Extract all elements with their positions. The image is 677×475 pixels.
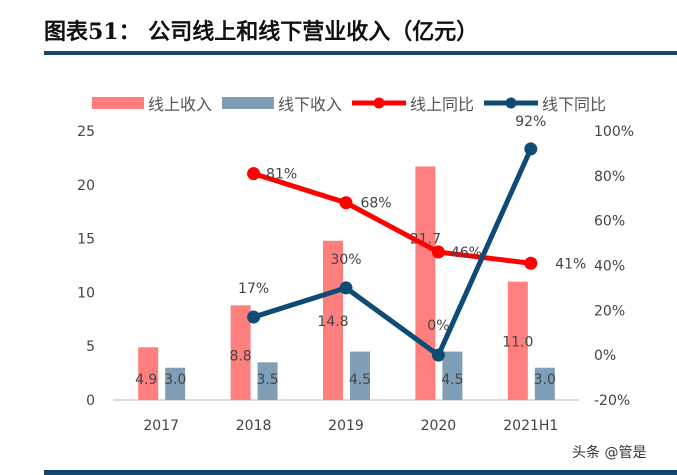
bar-data-label: 3.0 (534, 372, 556, 388)
bar-data-label: 8.8 (229, 348, 251, 364)
line-data-label: 46% (451, 245, 482, 261)
line-marker (431, 348, 445, 362)
legend-label: 线上收入 (148, 95, 212, 114)
legend-label: 线下收入 (278, 95, 342, 114)
left-axis-tick: 0 (86, 393, 95, 409)
x-axis-tick: 2021H1 (503, 418, 558, 434)
line-data-label: 30% (330, 252, 361, 268)
bar-data-label: 11.0 (502, 335, 533, 351)
line-data-label: 0% (427, 318, 449, 334)
line-offline-yoy (252, 147, 534, 358)
line-marker (524, 142, 538, 156)
bar-online (323, 240, 343, 400)
line-marker (247, 310, 261, 324)
bar-data-label: 4.9 (135, 372, 157, 388)
line-data-label: 92% (515, 114, 546, 130)
line-online-yoy (252, 171, 532, 266)
left-axis-tick: 15 (77, 232, 95, 248)
left-axis-tick: 5 (86, 339, 95, 355)
bar-data-label: 4.5 (441, 372, 463, 388)
bar-online (415, 166, 436, 400)
bar-offline (534, 367, 555, 400)
legend-marker (373, 97, 385, 109)
bar-offline (257, 362, 278, 400)
x-axis-tick: 2018 (236, 418, 272, 434)
line-data-label: 68% (360, 196, 391, 212)
bar-online (138, 347, 159, 400)
left-axis-tick: 20 (77, 178, 95, 194)
right-axis-tick: 80% (594, 169, 625, 185)
bottom-divider (44, 470, 677, 475)
x-axis-tick: 2020 (421, 418, 457, 434)
right-axis-tick: 20% (594, 303, 625, 319)
bar-offline (442, 351, 463, 400)
right-axis-tick: 100% (594, 124, 634, 140)
left-axis-tick: 10 (77, 285, 95, 301)
right-axis-tick: -20% (594, 393, 630, 409)
line-marker (339, 196, 353, 210)
bar-online (507, 281, 528, 400)
legend-swatch (92, 97, 144, 109)
line-data-label: 41% (555, 256, 586, 272)
bar-data-label: 14.8 (317, 314, 348, 330)
left-axis-tick: 25 (77, 124, 95, 140)
bar-data-label: 4.5 (349, 372, 371, 388)
watermark: 头条 @管是 (572, 445, 647, 461)
line-data-label: 81% (266, 167, 297, 183)
line-data-label: 17% (238, 281, 269, 297)
bar-online (230, 305, 251, 400)
x-axis-tick: 2019 (328, 418, 364, 434)
legend-marker (505, 97, 517, 109)
bar-data-label: 3.0 (164, 372, 186, 388)
chart-title: 图表51： 公司线上和线下营业收入（亿元） (44, 19, 479, 45)
x-axis-tick: 2017 (143, 418, 179, 434)
right-axis-tick: 0% (594, 348, 616, 364)
bar-data-label: 3.5 (256, 372, 278, 388)
right-axis-tick: 60% (594, 214, 625, 230)
line-marker (339, 281, 353, 295)
right-axis-tick: 40% (594, 259, 625, 275)
line-marker (247, 167, 261, 181)
line-marker (431, 245, 445, 259)
bar-offline (165, 367, 186, 400)
bar-offline (350, 351, 370, 400)
legend-label: 线上同比 (410, 95, 474, 114)
legend-swatch (222, 97, 274, 109)
legend-label: 线下同比 (542, 95, 606, 114)
line-marker (524, 256, 538, 270)
title-divider (44, 51, 677, 55)
